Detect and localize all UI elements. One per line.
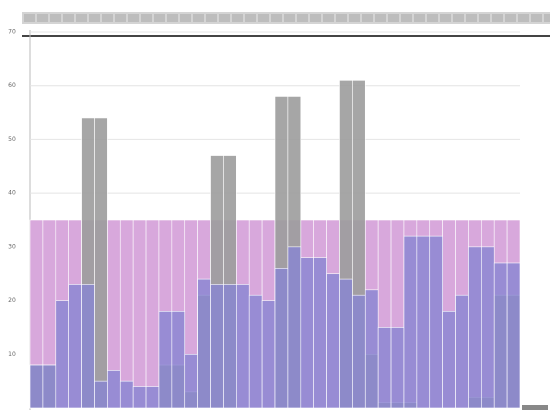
bar bbox=[94, 380, 108, 409]
bar bbox=[506, 262, 521, 409]
header-cell bbox=[193, 14, 204, 22]
header-cell bbox=[258, 14, 269, 22]
header-cell bbox=[271, 14, 282, 22]
bar bbox=[55, 300, 69, 409]
header-cell bbox=[440, 14, 451, 22]
y-tick-label: 40 bbox=[8, 190, 16, 197]
bar bbox=[261, 300, 276, 409]
header-cell bbox=[128, 14, 139, 22]
bar bbox=[171, 311, 186, 409]
header-cell bbox=[414, 14, 425, 22]
bar bbox=[300, 257, 314, 409]
bar bbox=[364, 289, 379, 409]
bar bbox=[455, 294, 469, 409]
header-cell bbox=[141, 14, 152, 22]
header-cell bbox=[284, 14, 295, 22]
header-cell bbox=[310, 14, 321, 22]
header-cell bbox=[466, 14, 477, 22]
header-cell bbox=[63, 14, 74, 22]
y-tick-label: 70 bbox=[8, 29, 16, 36]
header-cell bbox=[219, 14, 230, 22]
header-cell bbox=[297, 14, 308, 22]
bar bbox=[403, 235, 418, 409]
bar bbox=[119, 219, 134, 409]
header-cell bbox=[102, 14, 113, 22]
y-tick-label: 30 bbox=[8, 243, 16, 250]
header-cell bbox=[76, 14, 87, 22]
bar bbox=[416, 235, 431, 409]
bar bbox=[197, 278, 211, 409]
header-cell bbox=[24, 14, 35, 22]
bar bbox=[210, 284, 224, 409]
bar bbox=[94, 117, 108, 409]
bar bbox=[468, 246, 482, 409]
bar bbox=[442, 311, 456, 409]
bar bbox=[145, 219, 160, 409]
header-cell bbox=[50, 14, 61, 22]
bar bbox=[326, 273, 340, 409]
bar bbox=[145, 386, 160, 409]
bar bbox=[68, 284, 82, 409]
bar bbox=[184, 353, 198, 409]
bar bbox=[236, 284, 250, 409]
bar bbox=[29, 364, 44, 409]
header-cell bbox=[388, 14, 399, 22]
header-cell bbox=[427, 14, 438, 22]
header-cell bbox=[232, 14, 243, 22]
header-cell bbox=[245, 14, 256, 22]
header-cell bbox=[89, 14, 100, 22]
header-cell bbox=[115, 14, 126, 22]
header-cell bbox=[336, 14, 347, 22]
header-cell bbox=[492, 14, 503, 22]
header-cell bbox=[505, 14, 516, 22]
bar bbox=[274, 268, 289, 409]
y-tick-label: 10 bbox=[8, 351, 16, 358]
bar bbox=[223, 284, 237, 409]
bar bbox=[42, 364, 57, 409]
header-cell bbox=[154, 14, 165, 22]
bar bbox=[132, 386, 147, 409]
bar bbox=[119, 380, 134, 409]
bar bbox=[132, 219, 147, 409]
bar bbox=[352, 294, 366, 409]
bar bbox=[339, 278, 353, 409]
header-cell bbox=[37, 14, 48, 22]
y-tick-label: 50 bbox=[8, 136, 16, 143]
bar bbox=[158, 311, 173, 409]
bar bbox=[287, 246, 302, 409]
header-cell bbox=[453, 14, 464, 22]
bar bbox=[313, 257, 327, 409]
header-cell bbox=[362, 14, 373, 22]
bar bbox=[248, 294, 263, 409]
bar bbox=[390, 327, 405, 409]
header-cell bbox=[349, 14, 360, 22]
header-cell bbox=[479, 14, 490, 22]
bar bbox=[81, 284, 95, 409]
bar bbox=[107, 370, 121, 409]
bar bbox=[429, 235, 443, 409]
header-cell bbox=[167, 14, 178, 22]
bar bbox=[493, 262, 508, 409]
header-cell bbox=[180, 14, 191, 22]
y-tick-label: 20 bbox=[8, 297, 16, 304]
header-cell bbox=[401, 14, 412, 22]
header-cell bbox=[375, 14, 386, 22]
header-cell bbox=[518, 14, 529, 22]
header-cell bbox=[531, 14, 542, 22]
header-cell bbox=[206, 14, 217, 22]
bar bbox=[481, 246, 495, 409]
y-tick-label: 60 bbox=[8, 82, 16, 89]
header-cell bbox=[323, 14, 334, 22]
header-cell bbox=[544, 14, 550, 22]
scroll-stub bbox=[522, 405, 548, 410]
bar bbox=[377, 327, 392, 409]
